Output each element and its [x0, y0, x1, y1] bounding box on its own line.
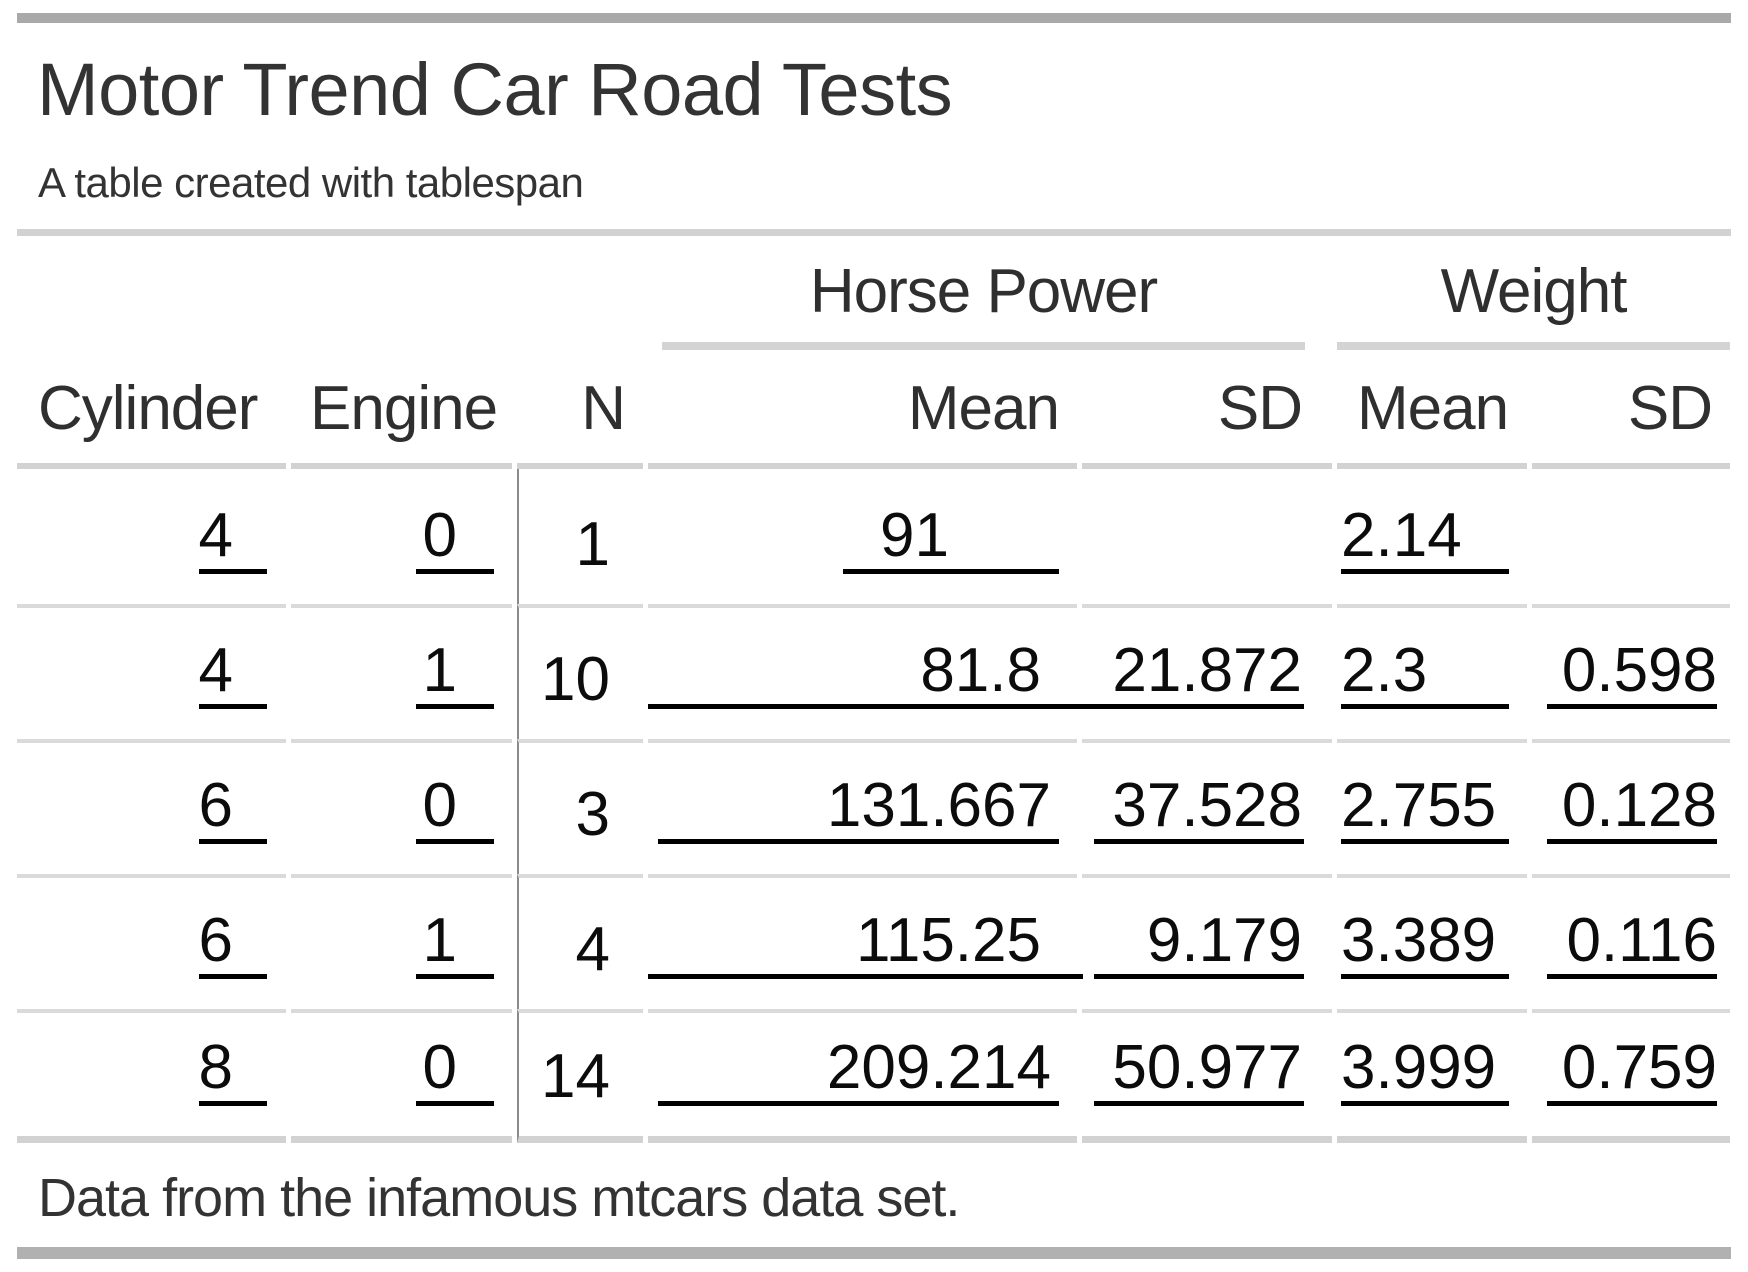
column-header-row: Cylinder Engine N Mean SD Mean SD — [17, 350, 1731, 470]
cell-engine: 0 — [291, 469, 512, 604]
cell-value: 0 — [415, 1037, 494, 1107]
cell-cylinder: 6 — [17, 874, 286, 1009]
cell-engine: 0 — [291, 1009, 512, 1144]
cell-value: 1 — [415, 910, 494, 980]
cell-value: 3.389 — [1341, 910, 1510, 980]
cell-value: 0.598 — [1547, 640, 1718, 710]
spanner-cell-weight: Weight — [1337, 236, 1731, 351]
cell-value: 37.528 — [1094, 775, 1305, 845]
page-subtitle: A table created with tablespan — [38, 159, 584, 207]
cell-engine: 0 — [291, 739, 512, 874]
cell-value: 2.3 — [1341, 640, 1510, 710]
table-row: 8 0 14 209.214 50.977 3.999 0.759 — [17, 1009, 1731, 1144]
cell-wt-sd: 0.759 — [1532, 1009, 1731, 1144]
cell-wt-mean: 2.3 — [1337, 604, 1528, 739]
cell-value: 6 — [198, 910, 267, 980]
table-row: 4 1 10 81.8 21.872 2.3 0.598 — [17, 604, 1731, 740]
cell-hp-mean: 115.25 — [648, 874, 1083, 1009]
column-header-hp-sd: SD — [1082, 350, 1333, 470]
cell-hp-sd: 9.179 — [1082, 874, 1333, 1009]
spanner-empty-cell — [17, 236, 643, 350]
column-header-wt-mean: Mean — [1337, 350, 1528, 470]
cell-n: 10 — [517, 604, 643, 740]
cell-engine: 1 — [291, 604, 512, 739]
cell-value: 6 — [198, 775, 267, 845]
cell-hp-mean: 91 — [648, 469, 1077, 604]
cell-value: 8 — [198, 1037, 267, 1107]
cell-value: 1 — [415, 640, 494, 710]
column-header-cylinder: Cylinder — [17, 350, 286, 470]
cell-value: 4 — [198, 640, 267, 710]
cell-wt-sd: 0.116 — [1532, 874, 1731, 1009]
cell-wt-mean: 3.389 — [1337, 874, 1528, 1009]
cell-value: 21.872 — [1094, 640, 1305, 710]
cell-value: 209.214 — [658, 1037, 1059, 1107]
table-footnote: Data from the infamous mtcars data set. — [38, 1168, 960, 1229]
cell-value: 0.128 — [1547, 775, 1718, 845]
cell-value: 131.667 — [658, 775, 1059, 845]
cell-value: 2.755 — [1341, 775, 1510, 845]
cell-engine: 1 — [291, 874, 512, 1009]
cell-hp-sd: 50.977 — [1082, 1009, 1333, 1144]
cell-wt-mean: 2.755 — [1337, 739, 1528, 874]
cell-value: 0.759 — [1547, 1037, 1718, 1107]
cell-n: 3 — [517, 739, 643, 875]
table-row: 6 1 4 115.25 9.179 3.389 0.116 — [17, 874, 1731, 1010]
cell-value: 0 — [415, 505, 494, 575]
cell-cylinder: 4 — [17, 604, 286, 739]
cell-cylinder: 4 — [17, 469, 286, 604]
cell-value: 4 — [198, 505, 267, 575]
spanner-cell-horse-power: Horse Power — [648, 236, 1332, 351]
cell-hp-sd: 21.872 — [1082, 604, 1333, 739]
cell-value: 0.116 — [1547, 910, 1718, 980]
table-page: Motor Trend Car Road Tests A table creat… — [0, 13, 1748, 1272]
cell-value: 91 — [843, 505, 1059, 575]
cell-wt-mean: 3.999 — [1337, 1009, 1528, 1144]
bottom-rule — [17, 1246, 1731, 1259]
cell-hp-sd: 37.528 — [1082, 739, 1333, 874]
cell-n: 4 — [517, 874, 643, 1010]
cell-value: 2.14 — [1341, 505, 1510, 575]
spanner-label-weight: Weight — [1337, 260, 1731, 351]
cell-n: 1 — [517, 469, 643, 605]
top-rule — [17, 13, 1731, 23]
table-row: 4 0 1 91 2.14 — [17, 469, 1730, 605]
cell-value: 9.179 — [1094, 910, 1305, 980]
column-header-hp-mean: Mean — [648, 350, 1077, 470]
cell-cylinder: 8 — [17, 1009, 286, 1144]
cell-n: 14 — [517, 1009, 643, 1144]
cell-wt-sd — [1532, 469, 1730, 604]
cell-value: 81.8 — [648, 640, 1117, 710]
cell-hp-mean: 209.214 — [648, 1009, 1077, 1144]
cell-wt-mean: 2.14 — [1337, 469, 1527, 604]
column-header-n: N — [517, 350, 643, 470]
cell-hp-mean: 81.8 — [648, 604, 1117, 739]
cell-value: 0 — [415, 775, 494, 845]
cell-value: 115.25 — [648, 910, 1083, 980]
table-row: 6 0 3 131.667 37.528 2.755 0.128 — [17, 739, 1731, 875]
mtcars-summary-table: Horse Power Weight Cylinder Engine N Mea… — [12, 236, 1735, 1144]
column-header-engine: Engine — [291, 350, 512, 470]
page-title: Motor Trend Car Road Tests — [37, 48, 953, 131]
column-header-wt-sd: SD — [1532, 350, 1731, 470]
header-separator — [17, 229, 1731, 237]
cell-wt-sd: 0.128 — [1532, 739, 1731, 874]
spanner-label-horse-power: Horse Power — [662, 260, 1306, 351]
cell-hp-sd — [1082, 469, 1332, 604]
cell-value: 50.977 — [1094, 1037, 1305, 1107]
spanner-row: Horse Power Weight — [17, 236, 1731, 351]
cell-hp-mean: 131.667 — [648, 739, 1077, 874]
cell-wt-sd: 0.598 — [1532, 604, 1731, 739]
cell-cylinder: 6 — [17, 739, 286, 874]
cell-value: 3.999 — [1341, 1037, 1510, 1107]
